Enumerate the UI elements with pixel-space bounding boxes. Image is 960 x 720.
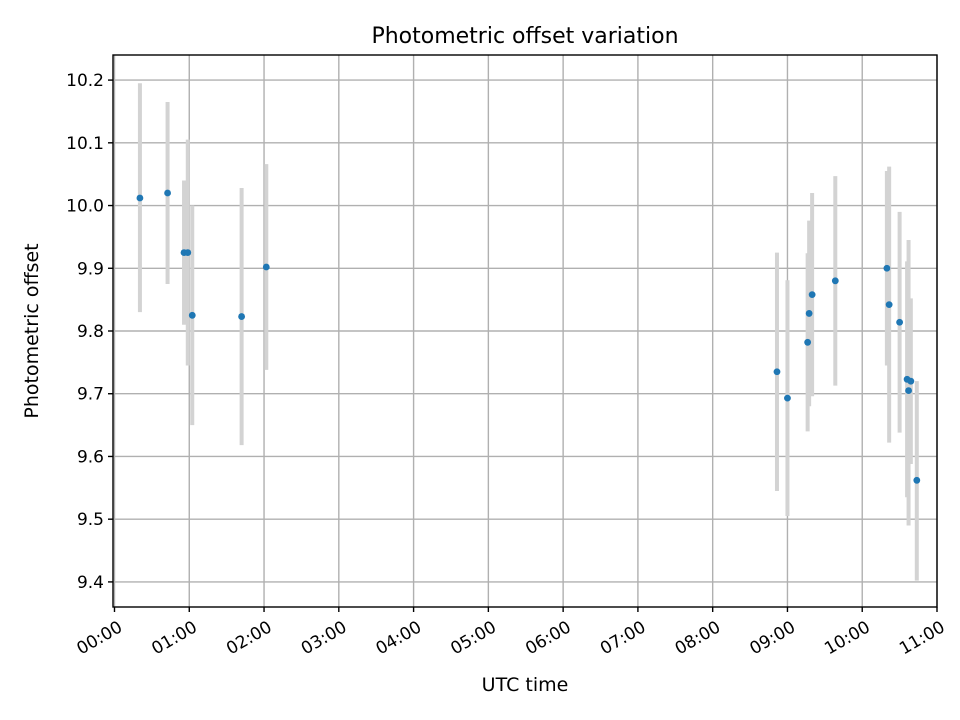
y-tick-label: 9.9	[77, 259, 104, 279]
x-axis-label: UTC time	[482, 674, 569, 696]
data-point	[188, 311, 196, 319]
data-point	[905, 387, 912, 394]
y-tick-label: 10.1	[66, 134, 104, 154]
data-point	[262, 263, 270, 271]
data-point	[238, 313, 246, 320]
y-tick-label: 9.8	[77, 322, 104, 342]
y-axis-label: Photometric offset	[21, 243, 43, 418]
x-tick-label: 05:00	[447, 617, 499, 659]
data-point	[831, 277, 839, 285]
x-tick-label: 01:00	[148, 617, 200, 659]
x-tick-label: 00:00	[74, 617, 126, 659]
data-point	[883, 264, 891, 272]
data-point	[808, 291, 816, 299]
data-point	[913, 476, 921, 484]
chart-title: Photometric offset variation	[371, 24, 678, 49]
x-tick-label: 11:00	[896, 617, 948, 659]
data-point	[885, 301, 893, 309]
x-tick-label: 07:00	[597, 617, 649, 659]
x-tick-label: 10:00	[821, 617, 873, 659]
x-tick-label: 09:00	[747, 617, 799, 659]
error-bars	[137, 83, 919, 581]
x-tick-label: 03:00	[298, 617, 350, 659]
data-point	[784, 394, 791, 402]
data-point	[773, 368, 781, 376]
data-point	[184, 249, 192, 256]
y-tick-label: 9.4	[77, 573, 104, 593]
y-tick-label: 10.2	[66, 71, 104, 91]
y-tick-label: 9.6	[77, 447, 104, 467]
x-tick-label: 06:00	[522, 617, 574, 659]
data-point	[805, 310, 813, 317]
y-tick-label: 10.0	[66, 197, 104, 217]
data-point	[136, 194, 144, 202]
x-tick-label: 04:00	[373, 617, 425, 659]
data-point	[804, 338, 812, 346]
data-point	[896, 318, 904, 326]
data-point	[164, 189, 171, 197]
x-tick-label: 02:00	[223, 617, 275, 659]
data-point	[907, 377, 915, 385]
y-axis-ticks: 9.4 9.5 9.6 9.7 9.8 9.9 10.0 10.1 10.2	[66, 71, 113, 593]
x-axis-ticks: 00:00 01:00 02:00 03:00 04:00 05:00 06:00 07:00…	[74, 607, 949, 659]
data-points	[136, 189, 921, 484]
x-tick-label: 08:00	[672, 617, 724, 659]
y-tick-label: 9.7	[77, 385, 104, 405]
y-tick-label: 9.5	[77, 510, 104, 530]
